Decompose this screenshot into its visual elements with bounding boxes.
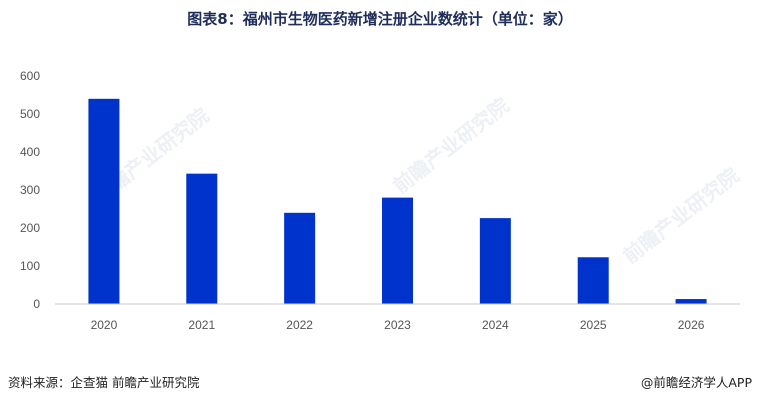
y-tick-label: 600 <box>20 69 40 83</box>
y-tick-label: 300 <box>20 183 40 197</box>
bar-2021 <box>186 173 218 304</box>
chart-title: 图表8：福州市生物医药新增注册企业数统计（单位：家） <box>187 10 573 28</box>
source-note: 资料来源：企查猫 前瞻产业研究院 <box>8 375 200 390</box>
x-tick-label: 2023 <box>384 318 411 332</box>
brand-label: @前瞻经济学人APP <box>640 375 752 390</box>
y-tick-label: 200 <box>20 221 40 235</box>
y-tick-label: 400 <box>20 145 40 159</box>
bar-2024 <box>479 218 511 304</box>
x-tick-label: 2022 <box>286 318 313 332</box>
bar-2020 <box>88 98 120 304</box>
x-axis: 2020 2021 2022 2023 2024 2025 2026 <box>91 318 705 332</box>
x-tick-label: 2024 <box>482 318 509 332</box>
bar-2025 <box>577 257 609 304</box>
bar-2026 <box>675 299 707 304</box>
y-axis: 0 100 200 300 400 500 600 <box>20 69 40 311</box>
x-tick-label: 2025 <box>580 318 607 332</box>
x-tick-label: 2021 <box>188 318 215 332</box>
bar-chart: 0 100 200 300 400 500 600 2020 2021 2022 2023 2024… <box>20 69 740 332</box>
x-tick-label: 2020 <box>91 318 118 332</box>
bars-group <box>88 98 707 304</box>
y-tick-label: 500 <box>20 107 40 121</box>
bar-2022 <box>284 212 316 304</box>
x-tick-label: 2026 <box>678 318 705 332</box>
bar-2023 <box>382 197 413 304</box>
y-tick-label: 100 <box>20 259 40 273</box>
y-tick-label: 0 <box>33 297 40 311</box>
